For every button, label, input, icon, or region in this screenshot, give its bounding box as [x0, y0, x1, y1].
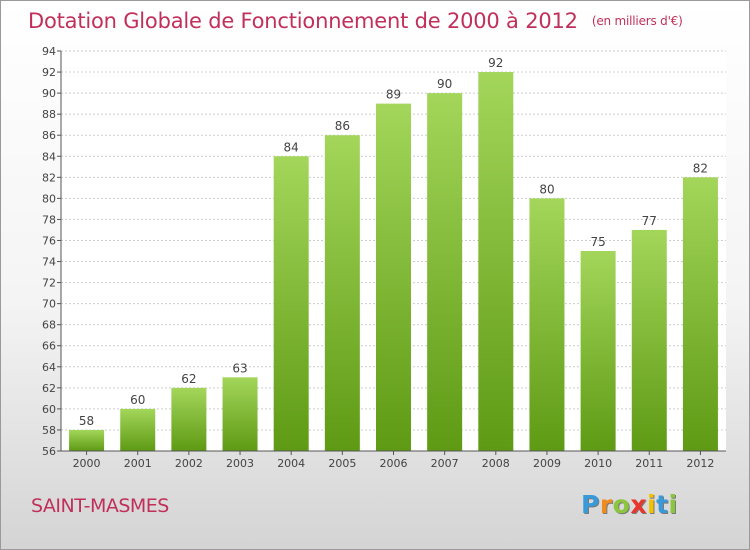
logo-letter: i: [647, 490, 657, 519]
y-tick-label: 86: [42, 129, 56, 142]
x-tick-label: 2003: [226, 457, 254, 470]
y-tick-label: 90: [42, 87, 56, 100]
x-tick-label: 2011: [635, 457, 663, 470]
y-tick-label: 70: [42, 298, 56, 311]
y-tick-label: 80: [42, 192, 56, 205]
y-tick-label: 68: [42, 319, 56, 332]
bar-2012: [682, 177, 718, 451]
logo-letter: r: [599, 490, 613, 519]
bar-2008: [478, 72, 514, 451]
commune-name: SAINT-MASMES: [31, 495, 169, 517]
x-tick-label: 2000: [73, 457, 101, 470]
y-tick-label: 74: [42, 256, 56, 269]
y-tick-label: 82: [42, 171, 56, 184]
x-tick-label: 2005: [328, 457, 356, 470]
x-tick-label: 2009: [533, 457, 561, 470]
y-tick-label: 72: [42, 277, 56, 290]
y-tick-label: 84: [42, 150, 56, 163]
x-tick-label: 2007: [431, 457, 459, 470]
bar-2007: [427, 93, 463, 452]
y-tick-label: 64: [42, 361, 56, 374]
bar-2002: [171, 387, 207, 451]
chart-title: Dotation Globale de Fonctionnement de 20…: [28, 9, 683, 33]
y-tick-label: 94: [42, 45, 56, 58]
y-tick-label: 56: [42, 445, 56, 458]
logo-letter: o: [612, 490, 631, 519]
x-tick-label: 2010: [584, 457, 612, 470]
x-tick-label: 2001: [124, 457, 152, 470]
bar-2009: [529, 198, 565, 451]
bar-2006: [376, 103, 411, 451]
bar-value-label: 92: [488, 56, 503, 70]
bar-value-label: 84: [284, 140, 299, 154]
bar-value-label: 63: [232, 361, 247, 375]
y-tick-label: 66: [42, 340, 56, 353]
logo-letter: P: [581, 490, 600, 519]
bar-value-label: 77: [642, 214, 657, 228]
y-tick-label: 76: [42, 234, 56, 247]
y-tick-label: 62: [42, 382, 56, 395]
x-tick-label: 2012: [686, 457, 714, 470]
x-tick-label: 2004: [277, 457, 305, 470]
bar-2004: [273, 156, 309, 451]
logo-letter: x: [630, 490, 647, 519]
bar-value-label: 62: [181, 372, 196, 386]
bar-2010: [580, 251, 616, 451]
x-tick-label: 2002: [175, 457, 203, 470]
bar-2011: [631, 229, 667, 451]
y-tick-label: 58: [42, 424, 56, 437]
proxiti-logo: Proxiti: [581, 490, 678, 519]
bar-2000: [69, 429, 105, 451]
bar-value-label: 60: [130, 393, 145, 407]
title-text: Dotation Globale de Fonctionnement de 20…: [28, 9, 578, 33]
unit-label: (en milliers d'€): [591, 14, 683, 28]
bar-value-label: 58: [79, 414, 94, 428]
bar-value-label: 90: [437, 77, 452, 91]
x-tick-label: 2008: [482, 457, 510, 470]
bar-value-label: 80: [539, 182, 554, 196]
bar-value-label: 86: [335, 119, 350, 133]
bar-2005: [324, 135, 360, 452]
bar-value-label: 75: [590, 235, 605, 249]
logo-letter: i: [668, 490, 678, 519]
bar-value-label: 89: [386, 88, 401, 102]
y-tick-label: 60: [42, 403, 56, 416]
bar-2001: [120, 408, 156, 451]
bar-2003: [222, 377, 258, 451]
x-tick-label: 2006: [380, 457, 408, 470]
y-tick-label: 88: [42, 108, 56, 121]
y-tick-label: 92: [42, 66, 56, 79]
y-tick-label: 78: [42, 213, 56, 226]
logo-letter: t: [656, 490, 669, 519]
bar-value-label: 82: [693, 161, 708, 175]
